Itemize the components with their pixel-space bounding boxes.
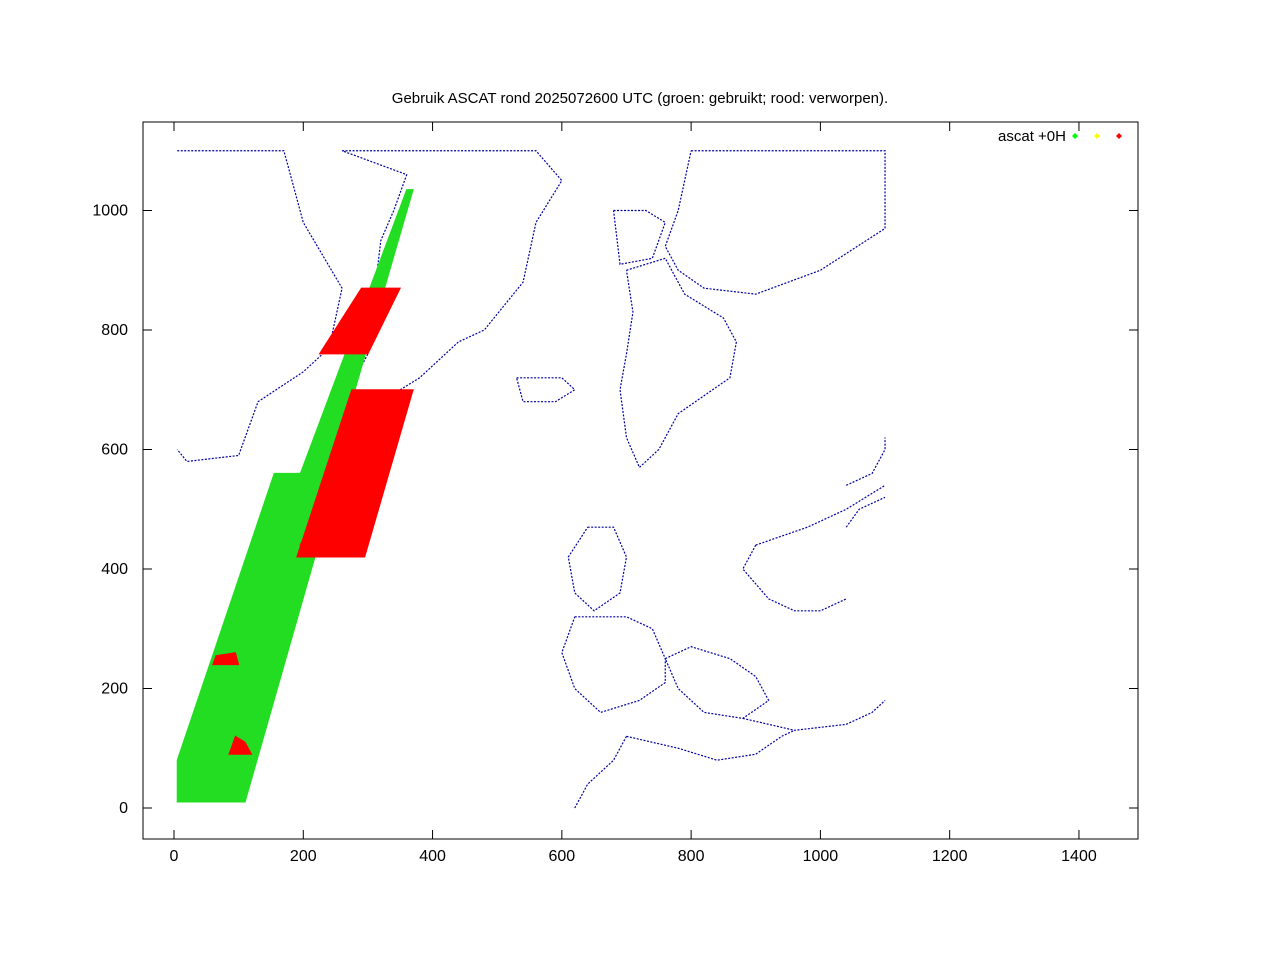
x-tick-label-1400: 1400 xyxy=(1061,848,1097,865)
x-tick-label-200: 200 xyxy=(290,848,317,865)
legend-marker-1 xyxy=(1094,133,1100,139)
coastline-3 xyxy=(612,209,666,265)
coastline-12 xyxy=(755,484,886,546)
coastline-7 xyxy=(561,616,666,714)
y-tick-label-400: 400 xyxy=(101,561,128,578)
x-tick-label-1000: 1000 xyxy=(803,848,839,865)
coastline-10 xyxy=(626,729,795,761)
legend-label: ascat +0H xyxy=(998,128,1066,145)
coastline-13 xyxy=(742,544,847,612)
coastline-9 xyxy=(742,700,886,731)
coastline-15 xyxy=(846,437,886,486)
rejected-region-0 xyxy=(296,389,414,558)
coastline-11 xyxy=(574,736,628,809)
rejected-region-4 xyxy=(212,652,240,666)
y-tick-label-800: 800 xyxy=(101,322,128,339)
rejected-region-3 xyxy=(228,735,253,755)
x-tick-label-800: 800 xyxy=(678,848,705,865)
y-tick-label-1000: 1000 xyxy=(92,203,128,220)
coastline-14 xyxy=(845,496,886,528)
coastline-6 xyxy=(567,526,628,612)
y-tick-label-200: 200 xyxy=(101,681,128,698)
coastline-2 xyxy=(516,377,576,403)
coastline-8 xyxy=(664,646,770,720)
x-tick-label-400: 400 xyxy=(419,848,446,865)
coastline-5 xyxy=(619,257,737,469)
y-tick-label-600: 600 xyxy=(101,442,128,459)
chart-title: Gebruik ASCAT rond 2025072600 UTC (groen… xyxy=(392,90,888,107)
rejected-region-1 xyxy=(318,287,402,355)
x-tick-label-1200: 1200 xyxy=(932,848,968,865)
x-tick-label-0: 0 xyxy=(170,848,179,865)
legend-marker-0 xyxy=(1072,133,1078,139)
x-tick-label-600: 600 xyxy=(548,848,575,865)
plot-frame xyxy=(142,121,1139,840)
coastline-0 xyxy=(176,150,343,463)
rejected-region-2 xyxy=(299,538,337,546)
legend-marker-2 xyxy=(1116,133,1122,139)
legend: ascat +0H xyxy=(998,128,1122,145)
y-tick-label-0: 0 xyxy=(119,800,128,817)
coastline-4 xyxy=(664,150,886,295)
